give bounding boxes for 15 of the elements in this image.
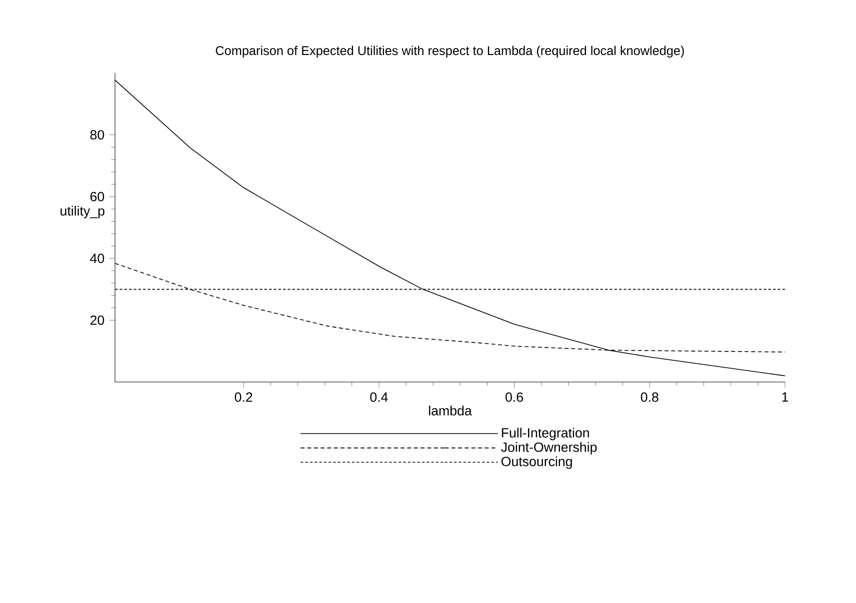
x-axis-title: lambda [429,406,472,416]
x-tick-label: 0.2 [234,392,252,402]
y-tick-label: 60 [90,192,104,202]
x-tick-label: 0.8 [640,392,658,402]
legend-label: Joint-Ownership [501,442,597,455]
y-tick-label: 40 [90,254,104,264]
y-tick-label: 80 [90,130,104,140]
x-tick-label: 1 [782,392,788,402]
legend-label: Full-Integration [502,428,589,440]
x-tick-label: 0.6 [506,392,523,402]
x-tick-label: 0.4 [370,392,388,402]
chart-title: Comparison of Expected Utilities with respect to Lambda (required local knowledge) [216,46,684,58]
y-tick-label: 20 [90,315,104,325]
y-axis-title: utility_p [60,206,104,218]
legend-label: Outsourcing [501,456,572,469]
